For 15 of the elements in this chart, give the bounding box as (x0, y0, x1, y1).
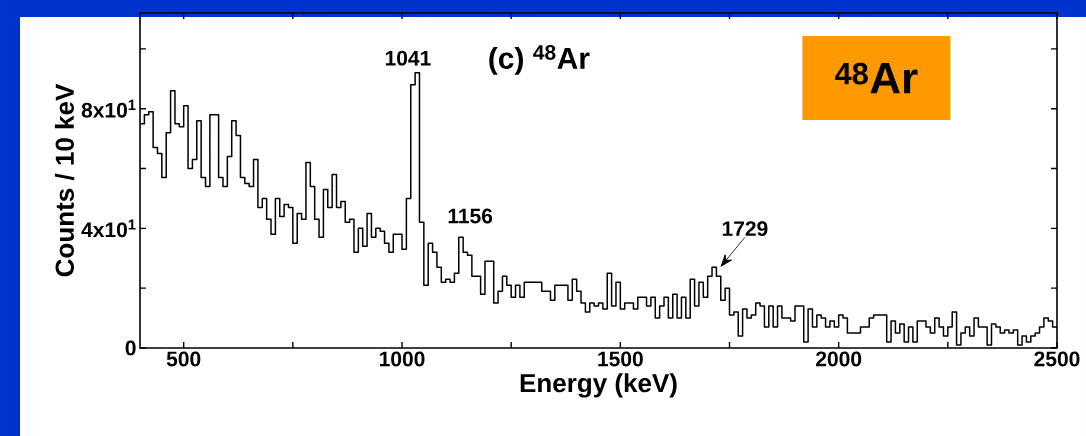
annotation: 1729 (722, 221, 768, 237)
x-tick-label: 1500 (598, 351, 643, 367)
y-tick-label: 4x10$^{1}$ (81, 219, 136, 238)
y-tick-label: 8x10$^{1}$ (81, 99, 136, 118)
x-tick-label: 500 (166, 351, 201, 367)
y-tick-label: 0 (125, 340, 136, 356)
y-axis-title: Counts / 10 keV (54, 83, 75, 277)
x-tick-label: 2500 (1034, 351, 1080, 367)
annotation: 1156 (448, 208, 493, 224)
x-axis-title: Energy (keV) (520, 373, 677, 398)
x-tick-label: 1000 (379, 351, 425, 367)
annotation: 1041 (385, 50, 431, 66)
text: (c) $^{48}$Ar (489, 44, 590, 75)
x-tick-label: 2000 (816, 351, 862, 367)
annotation: $^{48}$Ar (834, 62, 918, 94)
